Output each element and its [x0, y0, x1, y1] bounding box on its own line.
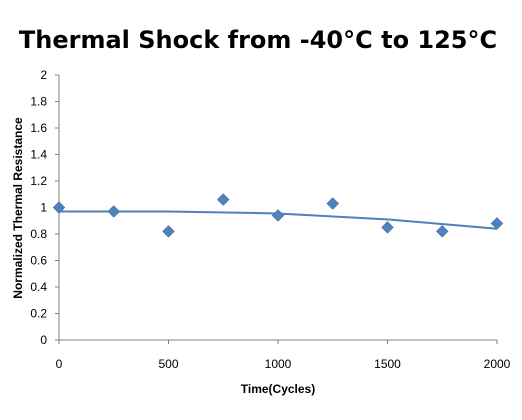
- y-axis-label: Normalized Thermal Resistance: [11, 117, 25, 299]
- data-point-diamond: [271, 209, 285, 222]
- data-point-diamond: [490, 217, 504, 230]
- data-point-diamond: [216, 193, 230, 206]
- y-tick-label: 1.4: [30, 148, 47, 162]
- data-point-diamond: [162, 224, 175, 238]
- data-point-diamond: [52, 201, 66, 214]
- x-tick-label: 1500: [374, 357, 401, 371]
- y-tick-label: 2: [40, 68, 47, 82]
- y-tick-label: 0.6: [30, 254, 47, 268]
- y-tick-label: 0: [40, 333, 47, 347]
- y-tick-label: 1.6: [30, 121, 47, 135]
- y-tick-label: 0.8: [30, 227, 47, 241]
- y-tick-label: 0.4: [30, 280, 47, 294]
- data-point-diamond: [435, 224, 449, 238]
- data-points: [52, 193, 504, 238]
- data-point-diamond: [381, 221, 394, 234]
- x-tick-label: 500: [158, 357, 178, 371]
- y-tick-label: 1: [40, 201, 47, 215]
- data-point-diamond: [107, 205, 121, 218]
- y-tick-label: 1.8: [30, 95, 47, 109]
- x-tick-label: 2000: [484, 357, 511, 371]
- x-tick-label: 1000: [265, 357, 292, 371]
- chart-title: Thermal Shock from -40°C to 125°C: [19, 26, 497, 54]
- x-axis-ticks: 0 500 1000 1500 2000: [56, 340, 511, 371]
- data-point-diamond: [326, 197, 340, 210]
- x-axis-label: Time(Cycles): [241, 382, 315, 396]
- x-tick-label: 0: [56, 357, 63, 371]
- y-tick-label: 1.2: [30, 174, 47, 188]
- y-tick-label: 0.2: [30, 307, 47, 321]
